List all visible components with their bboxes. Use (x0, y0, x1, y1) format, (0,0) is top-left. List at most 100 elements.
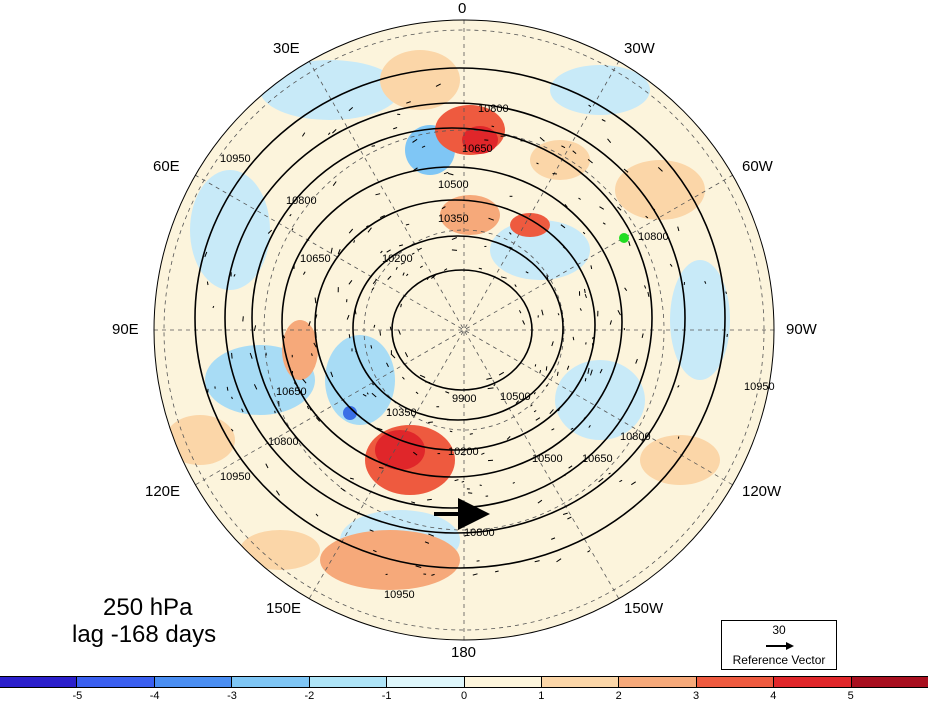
contour-label-group: 10800 10650 10500 10350 10200 9900 10200… (220, 103, 775, 601)
flux-vector (472, 573, 478, 576)
flux-vector (390, 353, 396, 359)
lon-label-150e: 150E (266, 600, 302, 617)
flux-vector (539, 369, 542, 374)
flux-vector (348, 279, 353, 285)
flux-vector (488, 217, 494, 221)
flux-vector (402, 376, 405, 380)
flux-vector (379, 215, 386, 219)
flux-vector (233, 274, 236, 277)
flux-vector (415, 391, 419, 395)
flux-vector (588, 104, 592, 108)
flux-vector (353, 240, 356, 243)
flux-vector (332, 129, 337, 134)
lon-label-180: 180 (451, 644, 477, 661)
flux-vector (449, 430, 453, 433)
flux-vector (545, 384, 549, 387)
reference-arrow-icon (766, 642, 794, 650)
flux-vector (309, 408, 312, 411)
flux-vector (370, 345, 373, 349)
lon-label-30e: 30E (273, 40, 300, 57)
flux-vector (198, 360, 200, 364)
contour-label: 10650 (300, 253, 331, 265)
flux-vector (725, 291, 727, 294)
flux-vector (371, 287, 375, 291)
flux-vector (346, 314, 350, 320)
lon-label-120w: 120W (742, 483, 782, 500)
flux-vector (354, 308, 357, 315)
flux-vector (308, 321, 311, 327)
contour-label: 10800 (286, 195, 317, 207)
flux-vector (369, 529, 374, 532)
flux-vector (572, 336, 575, 341)
flux-vector (253, 384, 258, 390)
flux-vector (375, 193, 381, 196)
flux-vector (641, 438, 644, 442)
flux-vector (651, 207, 656, 211)
flux-vector (568, 465, 573, 469)
flux-vector (522, 320, 526, 325)
flux-vector (631, 481, 636, 486)
flux-vector (274, 410, 276, 414)
flux-vector (599, 206, 605, 210)
flux-vector (379, 467, 384, 469)
lon-label-60w: 60W (742, 158, 773, 175)
flux-vector (372, 278, 378, 285)
flux-vector (386, 249, 391, 253)
contour-label: 10800 (620, 431, 651, 443)
colorbar-segment (851, 677, 928, 687)
flux-vector (541, 309, 544, 316)
flux-vector (366, 392, 369, 395)
flux-vector (379, 330, 381, 336)
title-lag: lag -168 days (72, 621, 217, 648)
flux-vector (330, 371, 334, 378)
flux-vector (536, 162, 539, 165)
flux-vector (406, 273, 409, 277)
colorbar (0, 676, 928, 688)
flux-vector (411, 501, 416, 504)
flux-vector (619, 479, 623, 483)
flux-vector (609, 320, 612, 325)
colorbar-tick-label: 2 (615, 690, 622, 702)
flux-vector (393, 127, 398, 130)
flux-vector (355, 350, 358, 355)
flux-vector (386, 362, 389, 368)
flux-vector (293, 382, 299, 387)
flux-vector (212, 305, 215, 309)
green-dot-marker (619, 233, 629, 243)
flux-vector (535, 417, 541, 421)
flux-vector (301, 132, 306, 137)
flux-vector (564, 203, 568, 208)
flux-vector (486, 377, 493, 380)
flux-vector (608, 472, 611, 475)
graticule (154, 20, 774, 640)
flux-vector (587, 159, 593, 164)
flux-vector (498, 371, 505, 376)
flux-vector (291, 228, 294, 231)
lon-label-0: 0 (458, 0, 467, 17)
colorbar-segment (77, 677, 155, 687)
flux-vector (311, 353, 313, 357)
flux-vector (231, 352, 233, 359)
contour-label: 10800 (268, 436, 299, 448)
flux-vector (283, 335, 286, 339)
flux-vector (587, 367, 590, 374)
contour-label: 10650 (462, 143, 493, 155)
flux-vector (500, 276, 507, 279)
flux-vector (602, 222, 606, 225)
flux-vector (508, 246, 513, 249)
flux-vector (644, 285, 647, 289)
flux-vector (545, 366, 548, 371)
flux-vector (389, 326, 392, 331)
flux-vector (506, 436, 511, 440)
colorbar-segment (309, 677, 388, 687)
flux-vector (367, 227, 372, 233)
contour-label: 10950 (220, 471, 251, 483)
flux-vector (371, 392, 377, 398)
flux-vector (591, 347, 594, 351)
flux-vector (617, 206, 622, 211)
reference-vector-box: 30 Reference Vector (721, 620, 837, 670)
colorbar-segment (0, 677, 78, 687)
flux-vector (412, 451, 418, 456)
colorbar-tick-label: -4 (149, 690, 160, 702)
contour-label: 10500 (532, 453, 563, 465)
